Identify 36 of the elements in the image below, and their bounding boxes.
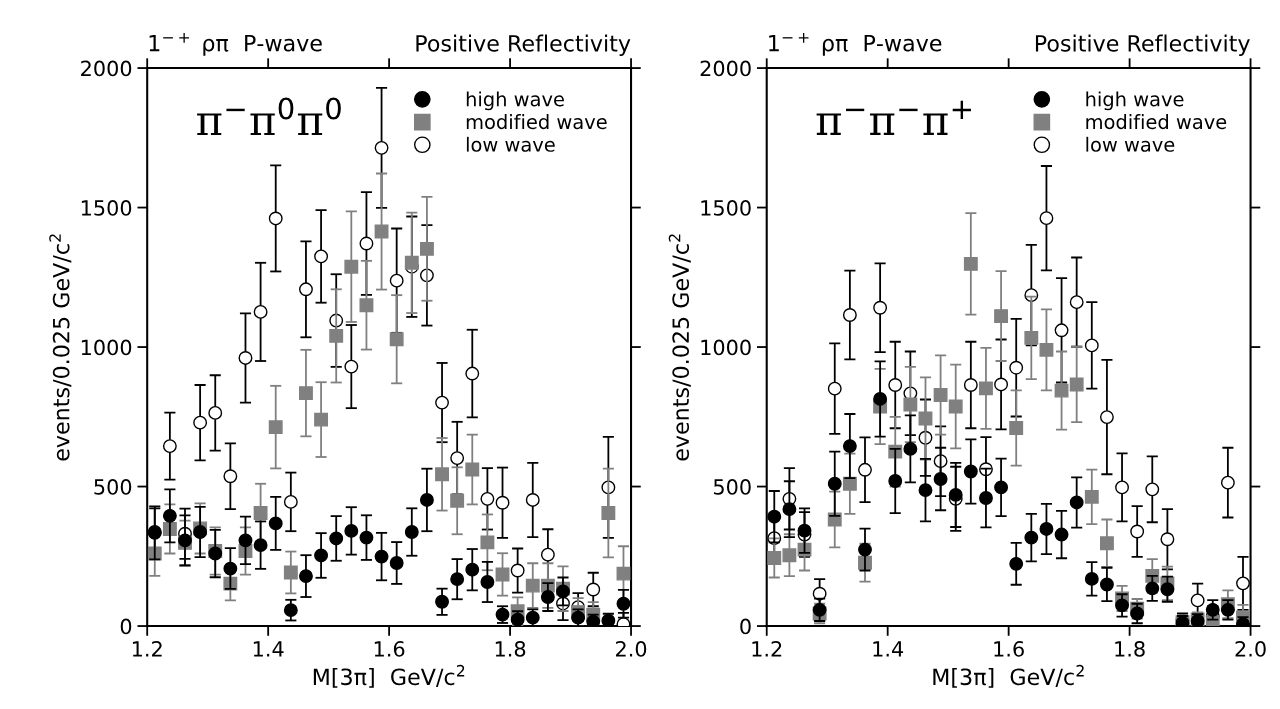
x-tick-label: 1.8 xyxy=(495,641,526,657)
x-tick-label: 1.8 xyxy=(1115,641,1145,657)
x-tick-label: 2.0 xyxy=(1235,641,1266,657)
legend-label: modified wave xyxy=(1086,114,1227,130)
y-axis-title: events/0.025 GeV/c$^{2}$ xyxy=(668,234,691,461)
x-tick-label: 1.6 xyxy=(994,641,1024,657)
chart-subtitle: Positive Reflectivity xyxy=(1035,34,1250,57)
y-tick-label: 500 xyxy=(94,479,132,495)
y-tick-label: 2000 xyxy=(700,60,751,77)
y-tick-label: 1000 xyxy=(81,339,132,356)
legend-label: high wave xyxy=(1086,91,1184,111)
x-tick-label: 2.0 xyxy=(616,641,647,657)
legend-label: high wave xyxy=(466,91,564,111)
y-tick-label: 0 xyxy=(740,618,751,635)
x-tick-label: 1.6 xyxy=(374,641,405,657)
chart-title: 1$^{−+}$ ρπ P-wave xyxy=(149,32,322,56)
chart-title: 1$^{−+}$ ρπ P-wave xyxy=(769,32,942,56)
y-axis-title: events/0.025 GeV/c$^{2}$ xyxy=(49,234,72,461)
x-tick-label: 1.4 xyxy=(253,641,284,657)
x-axis-title: M[3π] GeV/c$^{2}$ xyxy=(933,664,1084,688)
annotation: π$^{−}$π$^{0}$π$^{0}$ xyxy=(197,97,341,136)
y-tick-label: 500 xyxy=(713,479,751,495)
legend-label: modified wave xyxy=(466,114,607,130)
y-tick-label: 0 xyxy=(120,618,132,635)
y-tick-label: 1000 xyxy=(701,339,751,356)
legend-label: low wave xyxy=(1086,136,1175,152)
y-tick-label: 1500 xyxy=(701,200,751,216)
x-axis-title: M[3π] GeV/c$^{2}$ xyxy=(313,664,465,688)
legend-label: low wave xyxy=(466,136,555,152)
x-tick-label: 1.2 xyxy=(132,641,162,657)
x-tick-label: 1.2 xyxy=(752,641,782,657)
y-tick-label: 2000 xyxy=(81,60,132,77)
chart-subtitle: Positive Reflectivity xyxy=(416,34,631,57)
y-tick-label: 1500 xyxy=(81,200,132,216)
x-tick-label: 1.4 xyxy=(873,641,904,657)
annotation: π$^{−}$π$^{−}$π$^{+}$ xyxy=(816,100,971,136)
